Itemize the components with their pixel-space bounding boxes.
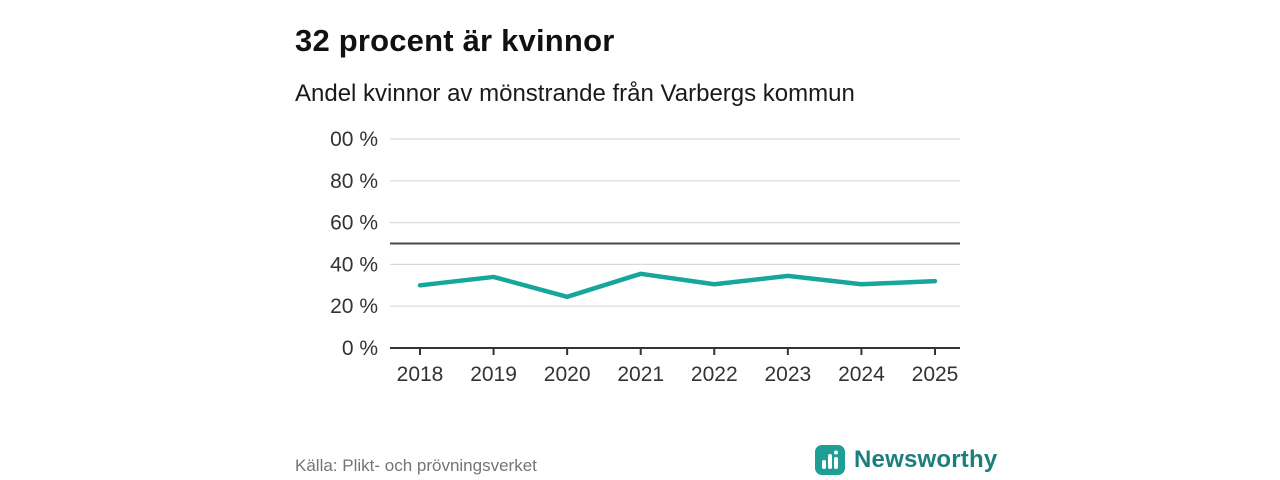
y-tick-label: 40 % (330, 253, 378, 276)
chart-title: 32 procent är kvinnor (295, 22, 615, 58)
data-line (417, 271, 938, 300)
x-tick-label: 2023 (764, 363, 811, 386)
y-tick-label: 20 % (330, 295, 378, 318)
y-tick-label: 0 % (342, 337, 378, 360)
chart-subtitle: Andel kvinnor av mönstrande från Varberg… (295, 80, 855, 107)
x-tick-label: 2020 (544, 363, 591, 386)
x-tick-label: 2022 (691, 363, 738, 386)
y-tick-label: 80 % (330, 170, 378, 193)
newsworthy-logo-icon (815, 445, 845, 475)
source-note: Källa: Plikt- och prövningsverket (295, 456, 537, 475)
x-tick-label: 2019 (470, 363, 517, 386)
line-chart: 0 % 20 % 40 % 60 % 80 % 100 % 2018 2019 2020 2021… (330, 128, 960, 386)
x-tick-label: 2025 (912, 363, 959, 386)
brand-footer: Newsworthy (814, 444, 997, 476)
newsworthy-logo-text: Newsworthy (854, 446, 998, 473)
x-tick-label: 2024 (838, 363, 885, 386)
y-tick-label: 60 % (330, 212, 378, 235)
x-tick-label: 2018 (397, 363, 444, 386)
y-tick-label: 100 % (330, 128, 378, 151)
x-tick-label: 2021 (617, 363, 664, 386)
